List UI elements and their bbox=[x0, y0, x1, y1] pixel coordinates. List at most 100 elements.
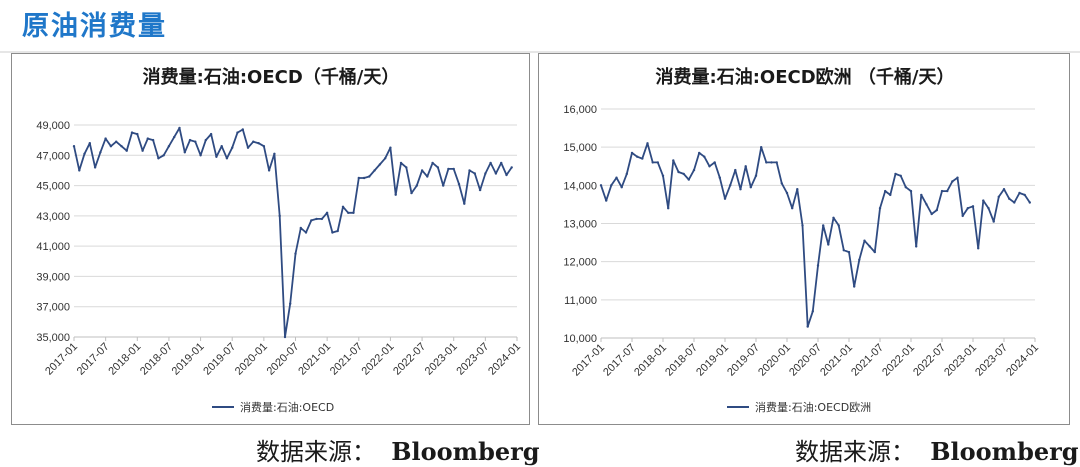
data-point bbox=[827, 243, 830, 246]
data-point bbox=[1008, 197, 1011, 200]
data-point bbox=[368, 175, 371, 178]
data-point bbox=[447, 167, 450, 171]
x-tick-label: 2019-07 bbox=[201, 341, 238, 378]
data-point bbox=[682, 172, 685, 176]
data-point bbox=[384, 157, 387, 160]
data-point bbox=[605, 199, 608, 202]
data-point bbox=[987, 207, 990, 210]
data-point bbox=[920, 193, 923, 197]
data-point bbox=[760, 146, 763, 149]
series-line bbox=[73, 127, 513, 338]
data-point bbox=[299, 226, 302, 230]
data-point bbox=[630, 151, 634, 155]
data-point bbox=[863, 239, 866, 242]
data-point bbox=[832, 216, 835, 219]
data-point bbox=[641, 157, 644, 160]
data-point bbox=[125, 149, 128, 152]
data-point bbox=[656, 161, 659, 164]
data-point bbox=[615, 176, 618, 179]
data-point bbox=[796, 188, 799, 191]
data-point bbox=[231, 146, 234, 149]
data-point bbox=[88, 142, 92, 145]
data-point bbox=[977, 247, 980, 250]
data-point bbox=[178, 126, 181, 130]
y-tick-label: 47,000 bbox=[36, 150, 70, 162]
data-point bbox=[842, 249, 845, 252]
data-point bbox=[436, 166, 440, 169]
data-point bbox=[698, 151, 701, 155]
x-tick-label: 2017-07 bbox=[601, 342, 638, 379]
x-tick-label: 2023-07 bbox=[454, 341, 491, 378]
data-point bbox=[791, 207, 794, 210]
data-point bbox=[770, 161, 773, 164]
data-point bbox=[780, 182, 783, 185]
data-point bbox=[718, 176, 721, 179]
data-point bbox=[811, 310, 814, 313]
data-point bbox=[468, 169, 471, 172]
data-point bbox=[651, 161, 654, 164]
data-point bbox=[362, 176, 366, 180]
data-point bbox=[785, 191, 789, 195]
data-point bbox=[899, 174, 902, 177]
source-label: 数据来源： bbox=[795, 438, 915, 466]
data-point bbox=[816, 264, 820, 267]
data-point bbox=[130, 131, 134, 134]
data-point bbox=[389, 146, 392, 149]
data-point bbox=[489, 161, 492, 165]
data-point bbox=[1023, 193, 1026, 197]
data-point bbox=[336, 229, 339, 233]
data-point bbox=[420, 169, 424, 172]
data-point bbox=[858, 258, 861, 261]
x-tick-label: 2021-01 bbox=[296, 341, 333, 378]
x-tick-label: 2024-01 bbox=[1004, 342, 1041, 379]
data-point bbox=[677, 170, 680, 174]
data-point bbox=[749, 186, 752, 189]
x-tick-label: 2019-01 bbox=[694, 342, 731, 379]
data-point bbox=[115, 140, 118, 143]
legend-label: 消费量:石油:OECD bbox=[240, 400, 334, 414]
data-point bbox=[884, 189, 887, 193]
data-point bbox=[484, 172, 487, 175]
data-point bbox=[1002, 188, 1006, 191]
x-tick-label: 2023-07 bbox=[973, 342, 1010, 379]
data-point bbox=[687, 178, 690, 181]
data-point bbox=[194, 140, 197, 143]
y-tick-label: 43,000 bbox=[36, 211, 70, 223]
x-tick-label: 2020-07 bbox=[787, 342, 824, 379]
data-point bbox=[357, 176, 360, 180]
data-point bbox=[442, 184, 445, 187]
x-tick-label: 2020-01 bbox=[756, 342, 793, 379]
data-point bbox=[225, 157, 229, 160]
x-tick-label: 2017-01 bbox=[570, 342, 607, 379]
data-point bbox=[837, 224, 840, 227]
y-tick-label: 35,000 bbox=[36, 332, 70, 344]
data-point bbox=[878, 207, 882, 210]
source-value: Bloomberg bbox=[391, 437, 540, 466]
x-tick-label: 2018-07 bbox=[138, 341, 175, 378]
data-point bbox=[915, 245, 918, 248]
data-point bbox=[136, 132, 139, 136]
data-point bbox=[215, 155, 218, 158]
data-point bbox=[278, 214, 281, 218]
data-point bbox=[220, 145, 223, 148]
data-point bbox=[956, 176, 959, 179]
title-divider bbox=[0, 51, 1080, 53]
data-point bbox=[971, 205, 975, 208]
data-point bbox=[415, 184, 418, 187]
data-point bbox=[399, 161, 403, 165]
data-point bbox=[141, 149, 144, 152]
data-point bbox=[331, 231, 334, 234]
x-tick-label: 2020-01 bbox=[233, 341, 270, 378]
data-point bbox=[457, 182, 461, 186]
data-point bbox=[478, 188, 482, 192]
data-point bbox=[729, 184, 732, 187]
y-tick-label: 11,000 bbox=[564, 295, 597, 307]
source-label: 数据来源： bbox=[256, 438, 376, 466]
data-point bbox=[104, 137, 107, 140]
data-point bbox=[713, 161, 716, 164]
data-point bbox=[204, 138, 207, 142]
data-point bbox=[236, 131, 239, 134]
y-tick-label: 45,000 bbox=[36, 181, 70, 193]
y-tick-label: 49,000 bbox=[36, 120, 70, 132]
data-point bbox=[500, 161, 503, 165]
